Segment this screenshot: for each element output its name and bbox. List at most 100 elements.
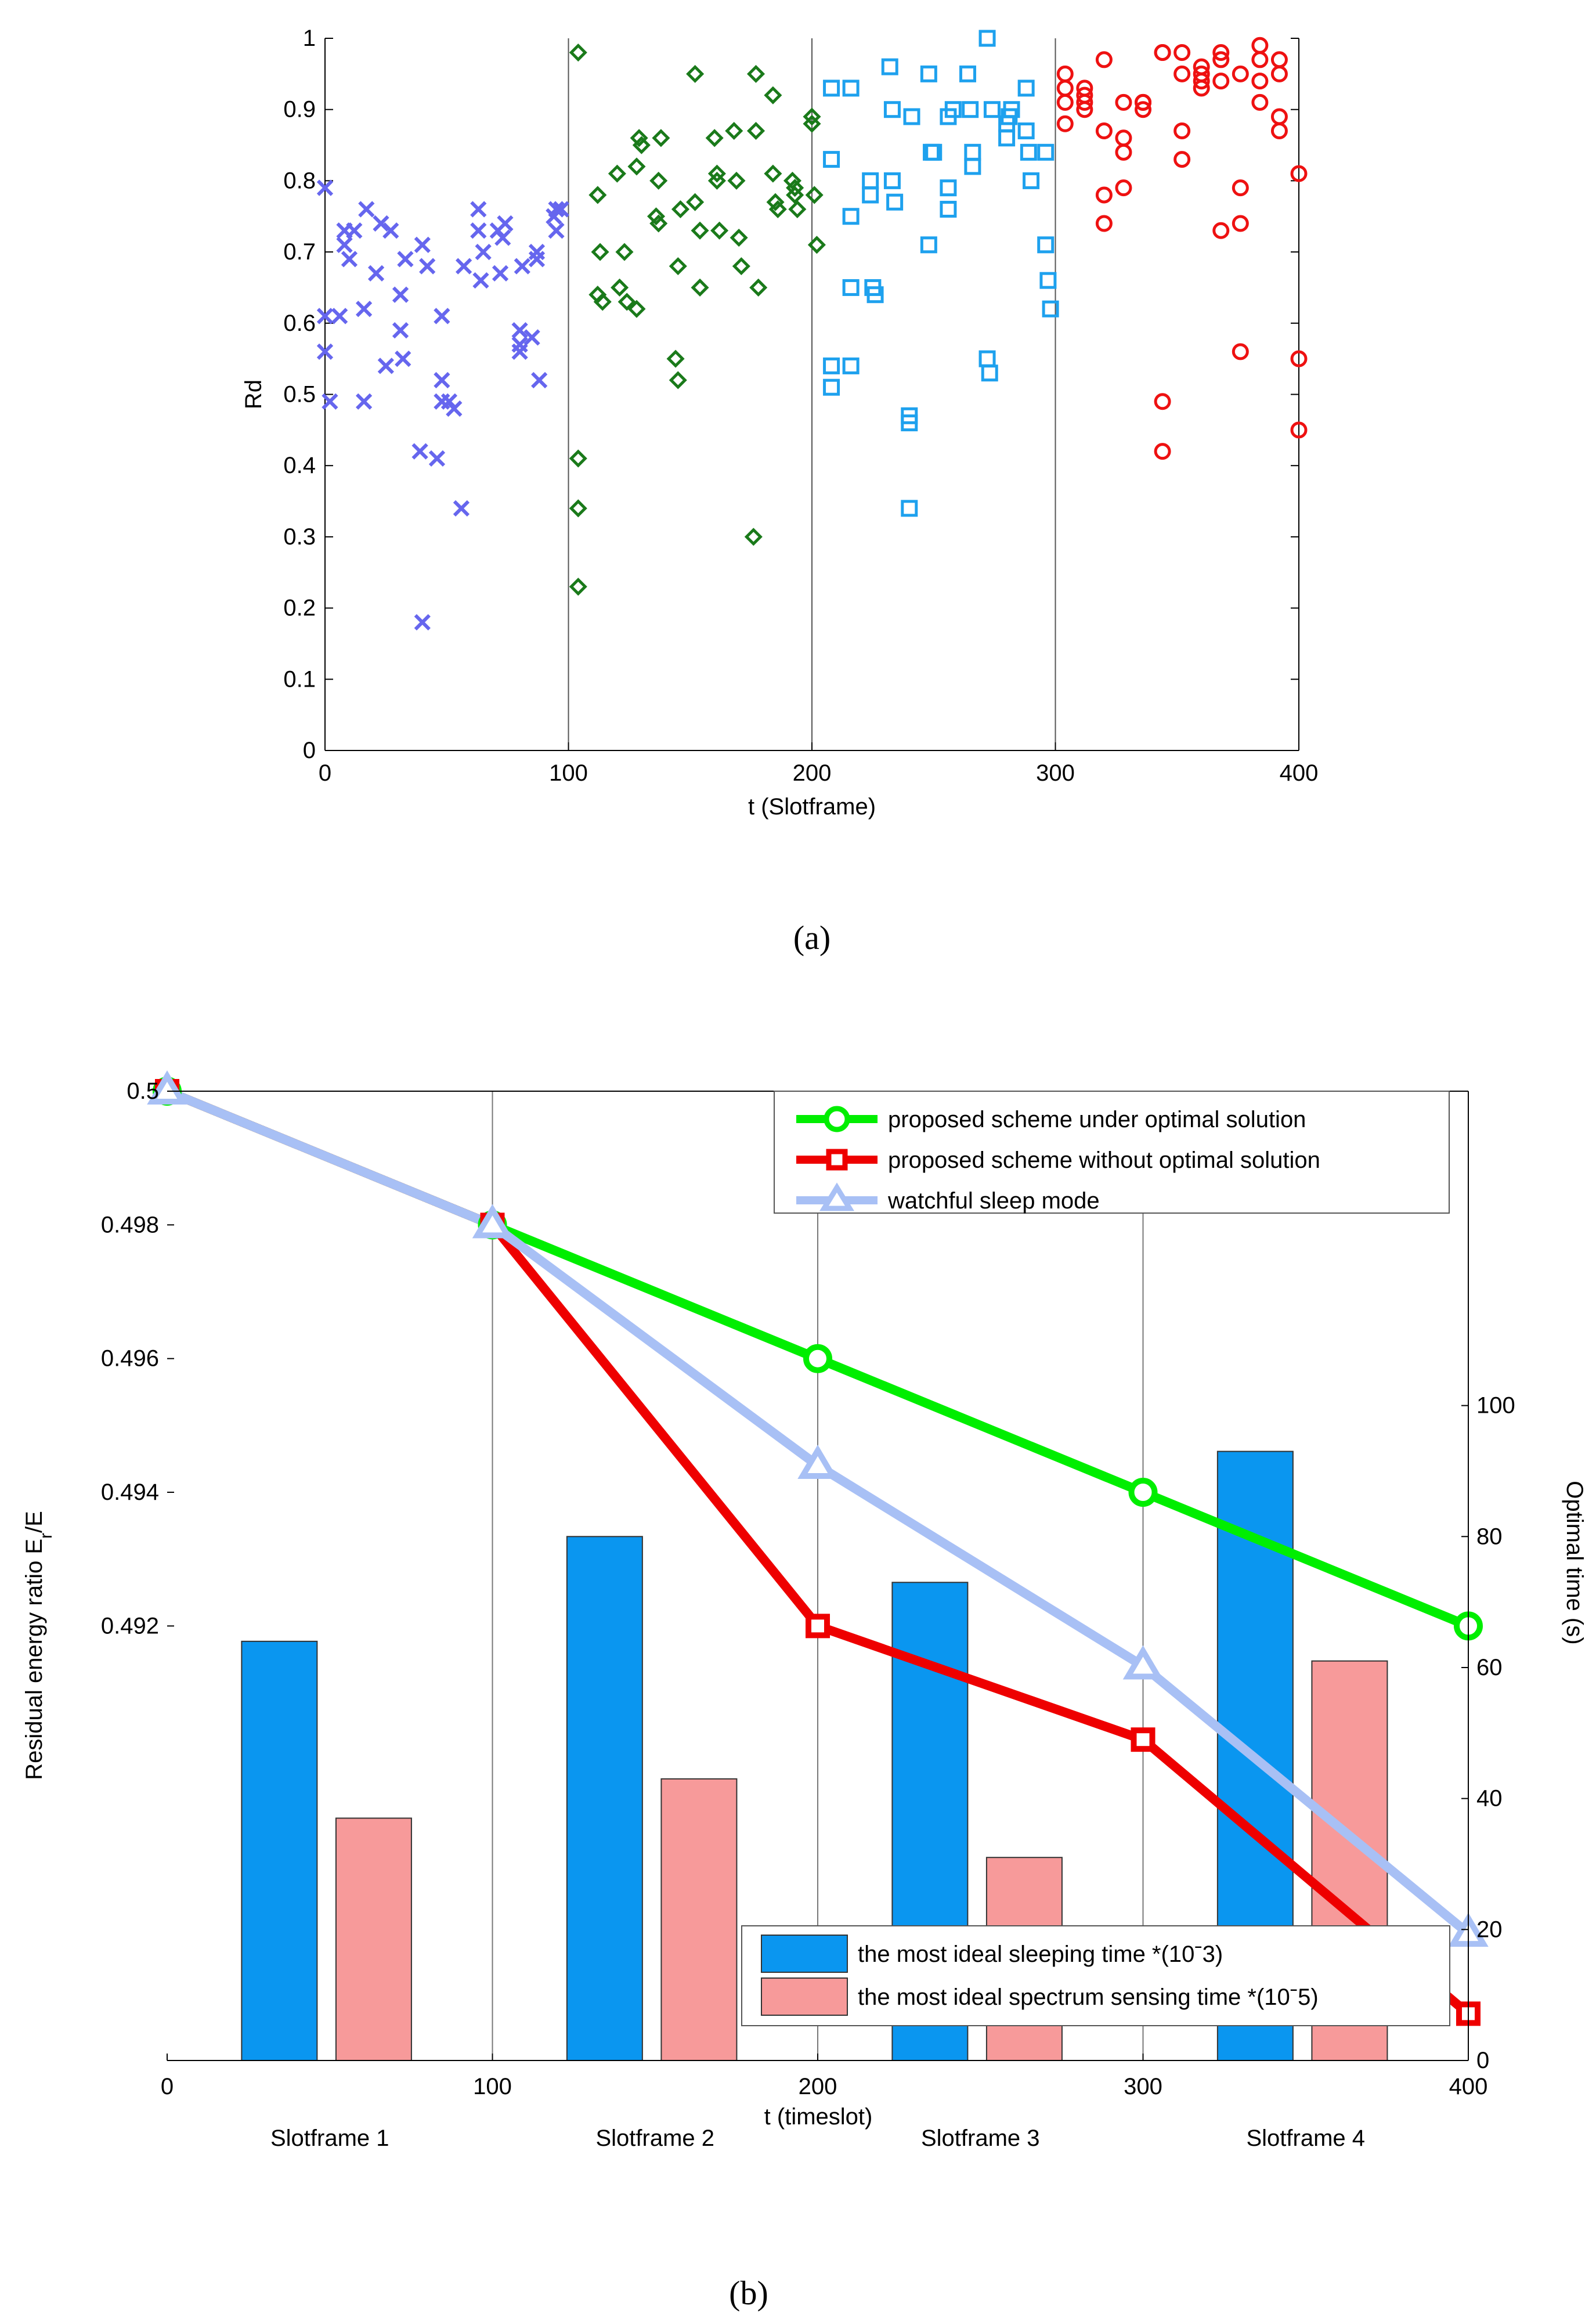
- chart-a-point: [964, 158, 981, 175]
- chart-a-point: [962, 101, 979, 118]
- chart-b-legend-marker: [819, 1182, 855, 1211]
- chart-a-point: [373, 215, 389, 232]
- chart-a-caption: (a): [793, 919, 831, 957]
- chart-a-point: [1193, 80, 1210, 97]
- chart-a-point: [1173, 65, 1191, 82]
- chart-a-point: [1095, 51, 1113, 68]
- chart-a-point: [823, 378, 840, 396]
- chart-a-point: [548, 222, 565, 239]
- chart-a-point: [823, 151, 840, 168]
- chart-a-point: [842, 80, 860, 97]
- chart-a-point: [1173, 151, 1191, 168]
- chart-a-point: [1251, 73, 1269, 90]
- chart-a-point: [881, 58, 898, 75]
- chart-a-point: [691, 278, 709, 297]
- chart-a-point: [1037, 236, 1055, 254]
- chart-a-point: [392, 322, 409, 339]
- chart-a-y-tick-label: 0.4: [283, 453, 316, 478]
- chart-a-point: [397, 251, 414, 268]
- chart-a-point: [322, 393, 338, 410]
- chart-a-point: [901, 500, 918, 517]
- chart-a-point: [608, 164, 626, 183]
- chart-a-point: [732, 257, 750, 276]
- chart-a-point: [1020, 143, 1037, 161]
- chart-b-bar: [241, 1640, 318, 2062]
- chart-a-point: [569, 44, 587, 62]
- chart-a-point: [419, 258, 436, 275]
- chart-a-point: [862, 172, 879, 189]
- chart-a-point: [446, 400, 463, 417]
- chart-a-point: [925, 143, 943, 161]
- chart-a-point: [1154, 443, 1171, 460]
- chart-b-right-tick-label: 80: [1476, 1524, 1503, 1549]
- chart-a-point: [944, 101, 962, 118]
- chart-b-x-tick-label: 200: [799, 2074, 837, 2099]
- chart-b-left-tick-label: 0.492: [101, 1613, 159, 1639]
- chart-a-x-tick-label: 400: [1280, 760, 1319, 786]
- chart-b-point: [797, 1445, 838, 1479]
- chart-b-point: [1131, 1727, 1156, 1752]
- chart-b-right-tick-label: 0: [1476, 2048, 1489, 2073]
- chart-a-point: [470, 201, 487, 218]
- chart-a-point: [1115, 179, 1132, 197]
- chart-a-point: [511, 322, 528, 339]
- chart-a-point: [1270, 65, 1288, 82]
- chart-b-x-tick-label: 100: [473, 2074, 512, 2099]
- chart-b-left-tick-label: 0.496: [101, 1346, 159, 1372]
- chart-a-point: [1193, 73, 1210, 90]
- chart-a-point: [367, 265, 385, 282]
- chart-a-x-axis-label: t (Slotframe): [748, 794, 876, 820]
- chart-a-point: [1212, 73, 1230, 90]
- chart-a-x-tick-label: 200: [793, 760, 832, 786]
- chart-a-point: [749, 278, 768, 297]
- chart-b-point: [803, 1344, 832, 1373]
- chart-a-point: [611, 278, 629, 297]
- chart-a-point: [591, 243, 609, 261]
- chart-b-slotframe-labels: Slotframe 1 Slotframe 2 Slotframe 3 Slotfra…: [270, 2125, 1365, 2151]
- chart-b-left-tick-label: 0.494: [101, 1479, 159, 1505]
- chart-a-point: [1056, 93, 1074, 111]
- chart-a-point: [978, 350, 996, 367]
- chart-a-point: [1212, 51, 1230, 68]
- chart-a-point: [903, 108, 920, 125]
- chart-a-point: [1173, 44, 1191, 62]
- chart-b-slotframe-label: Slotframe 3: [921, 2125, 1040, 2151]
- chart-a-point: [686, 193, 705, 211]
- chart-b-legend-bars: the most ideal sleeping time *(10ˉ3) the …: [741, 1925, 1450, 2026]
- chart-a-point: [710, 221, 729, 240]
- chart-a-point: [691, 221, 709, 240]
- chart-a-point: [434, 371, 450, 389]
- chart-a-point: [883, 101, 901, 118]
- chart-a-point: [627, 157, 646, 176]
- chart-b-x-tick-label: 0: [161, 2074, 174, 2099]
- chart-a-point: [1135, 101, 1152, 118]
- chart-a-point: [669, 371, 687, 389]
- chart-a-point: [531, 371, 548, 389]
- chart-a-point: [1232, 215, 1249, 232]
- chart-b-bar: [660, 1778, 738, 2061]
- chart-a-y-axis-label: Rd: [241, 380, 266, 409]
- chart-b-caption: (b): [729, 2274, 768, 2312]
- chart-b-left-y-axis-label-end: /E: [21, 1511, 47, 1533]
- chart-a-point: [886, 193, 904, 211]
- chart-a-point: [1154, 393, 1171, 410]
- chart-b-ticks: 0 100 200 300 400 0.5 0.498 0.496 0.494 0.492 0 20 4…: [101, 1078, 1515, 2099]
- chart-a-point: [671, 200, 690, 219]
- chart-a-point: [316, 308, 334, 324]
- chart-b-legend-marker: [824, 1106, 850, 1132]
- chart-a-point: [615, 243, 634, 261]
- chart-a-x-tick-label: 0: [319, 760, 331, 786]
- chart-a-point: [453, 500, 470, 517]
- chart-a-y-tick-label: 1: [303, 26, 316, 51]
- chart-a-point: [959, 65, 976, 82]
- chart-a-point: [705, 129, 724, 147]
- chart-b-legend-label: the most ideal sleeping time *(10ˉ3): [858, 1942, 1223, 1967]
- chart-a-point: [1173, 122, 1191, 140]
- chart-a-point: [411, 443, 428, 460]
- chart-b-legend-marker: [826, 1149, 848, 1171]
- chart-a-point: [786, 186, 804, 204]
- chart-a-point: [807, 236, 826, 254]
- chart-a-point: [805, 186, 824, 204]
- chart-a-point: [1056, 65, 1074, 82]
- chart-a-point: [1232, 179, 1249, 197]
